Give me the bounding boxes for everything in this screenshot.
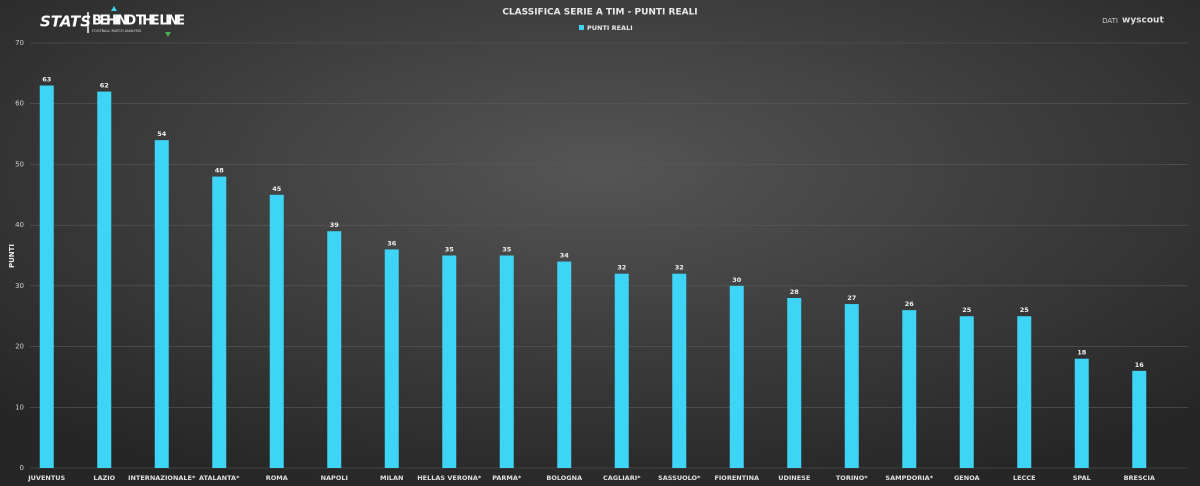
logo: STATS BEHIND THE LINE FOOTBALL MATCH ANA… — [40, 6, 185, 37]
x-tick-label: PARMA* — [492, 474, 522, 482]
x-tick-label: BRESCIA — [1124, 474, 1155, 482]
value-label: 28 — [790, 288, 800, 296]
bar — [39, 85, 54, 468]
bar — [499, 255, 514, 468]
value-label: 32 — [617, 264, 626, 272]
value-label: 63 — [42, 76, 51, 84]
x-tick-label: SAMPDORIA* — [885, 474, 933, 482]
value-label: 39 — [330, 221, 340, 229]
value-label: 62 — [100, 82, 109, 90]
x-tick-label: LAZIO — [93, 474, 115, 482]
value-label: 16 — [1135, 361, 1145, 369]
bar — [442, 255, 457, 468]
y-axis-label: PUNTI — [8, 244, 16, 268]
logo-arrow-down — [165, 32, 171, 37]
value-label: 25 — [962, 306, 972, 314]
value-label: 27 — [847, 294, 856, 302]
x-tick-label: HELLAS VERONA* — [417, 474, 482, 482]
y-tick-label: 50 — [15, 160, 24, 168]
x-tick-label: BOLOGNA — [546, 474, 582, 482]
x-tick-label: CAGLIARI* — [603, 474, 641, 482]
bar — [787, 298, 802, 468]
value-label: 26 — [905, 300, 915, 308]
value-label: 35 — [502, 246, 512, 254]
y-tick-label: 40 — [15, 221, 24, 229]
bar — [959, 316, 974, 468]
bar — [154, 140, 169, 468]
value-label: 45 — [272, 185, 282, 193]
source-name: wyscout — [1122, 16, 1164, 26]
bar — [384, 249, 399, 468]
value-label: 54 — [157, 130, 167, 138]
x-tick-label: GENOA — [954, 474, 980, 482]
x-tick-label: JUVENTUS — [27, 474, 65, 482]
logo-name: BEHIND THE LINE — [92, 14, 185, 29]
legend-swatch — [579, 25, 584, 30]
value-label: 25 — [1020, 306, 1030, 314]
value-label: 36 — [387, 239, 397, 247]
logo-arrow-up — [111, 6, 117, 11]
x-tick-label: ROMA — [266, 474, 288, 482]
x-tick-label: SASSUOLO* — [658, 474, 701, 482]
bar — [844, 304, 859, 468]
value-label: 35 — [445, 246, 455, 254]
x-tick-label: TORINO* — [836, 474, 868, 482]
x-tick-label: UDINESE — [778, 474, 810, 482]
y-tick-label: 30 — [15, 282, 24, 290]
logo-tagline: FOOTBALL MATCH ANALYSIS — [92, 29, 142, 33]
x-tick-label: INTERNAZIONALE* — [128, 474, 196, 482]
x-tick-label: LECCE — [1013, 474, 1036, 482]
bar — [1017, 316, 1032, 468]
bar — [729, 285, 744, 468]
y-tick-label: 70 — [15, 39, 24, 47]
value-label: 32 — [675, 264, 684, 272]
y-tick-label: 0 — [20, 464, 24, 472]
bar — [269, 194, 284, 469]
y-tick-label: 60 — [15, 100, 24, 108]
source: DATI wyscout — [1102, 16, 1164, 26]
value-label: 48 — [215, 167, 225, 175]
legend-label: PUNTI REALI — [587, 24, 633, 32]
x-tick-label: NAPOLI — [321, 474, 348, 482]
value-label: 30 — [732, 276, 742, 284]
y-tick-label: 20 — [15, 343, 24, 351]
x-tick-label: ATALANTA* — [199, 474, 240, 482]
bar — [1132, 370, 1147, 468]
bar — [327, 231, 342, 468]
chart-title: CLASSIFICA SERIE A TIM - PUNTI REALI — [502, 8, 697, 18]
bar — [902, 310, 917, 468]
value-label: 34 — [560, 252, 570, 260]
bar — [672, 273, 687, 468]
bar — [614, 273, 629, 468]
source-prefix: DATI — [1102, 17, 1118, 25]
logo-stats: STATS — [40, 13, 91, 31]
bar — [97, 91, 112, 469]
y-tick-label: 10 — [15, 403, 24, 411]
value-label: 18 — [1077, 349, 1087, 357]
x-tick-label: FIORENTINA — [714, 474, 759, 482]
bar — [557, 261, 572, 468]
x-tick-label: SPAL — [1073, 474, 1091, 482]
bar — [212, 176, 227, 469]
bar — [1074, 358, 1089, 468]
x-tick-label: MILAN — [380, 474, 404, 482]
